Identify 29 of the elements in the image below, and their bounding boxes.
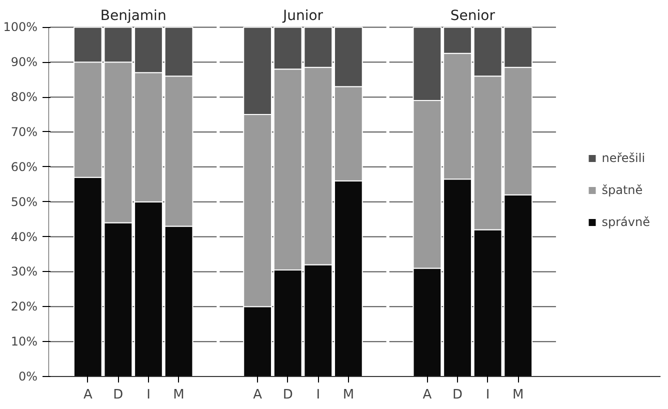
x-tick-label: I bbox=[146, 388, 150, 402]
chart-title: Junior bbox=[282, 8, 324, 24]
x-tick-label: I bbox=[486, 388, 490, 402]
y-tick-label: 100% bbox=[3, 20, 38, 34]
y-tick-label: 10% bbox=[10, 334, 38, 349]
chart-title: Benjamin bbox=[100, 8, 166, 24]
y-tick-label: 50% bbox=[10, 194, 38, 209]
x-tick-label: M bbox=[512, 388, 524, 402]
x-tick-label: M bbox=[173, 388, 184, 402]
y-tick-label: 30% bbox=[10, 264, 38, 279]
x-tick-label: D bbox=[452, 388, 463, 402]
y-tick-label: 90% bbox=[10, 55, 38, 70]
y-tick-label: 0% bbox=[18, 370, 38, 384]
x-tick-label: D bbox=[282, 388, 293, 402]
y-tick-label: 70% bbox=[10, 124, 38, 139]
x-tick-label: I bbox=[316, 388, 320, 402]
x-tick-label: D bbox=[113, 388, 124, 402]
x-tick-label: M bbox=[342, 388, 354, 402]
y-tick-label: 20% bbox=[10, 300, 38, 314]
y-tick-label: 40% bbox=[10, 230, 38, 244]
legend-label: špatně bbox=[602, 183, 643, 197]
legend-label: neřešili bbox=[602, 151, 646, 165]
legend-label: správně bbox=[602, 215, 650, 229]
x-tick-label: A bbox=[83, 388, 92, 402]
x-tick-label: A bbox=[253, 388, 262, 402]
chart-title: Senior bbox=[450, 8, 496, 24]
y-tick-label: 80% bbox=[10, 90, 38, 104]
y-tick-label: 60% bbox=[10, 160, 38, 174]
x-tick-label: A bbox=[422, 388, 432, 402]
